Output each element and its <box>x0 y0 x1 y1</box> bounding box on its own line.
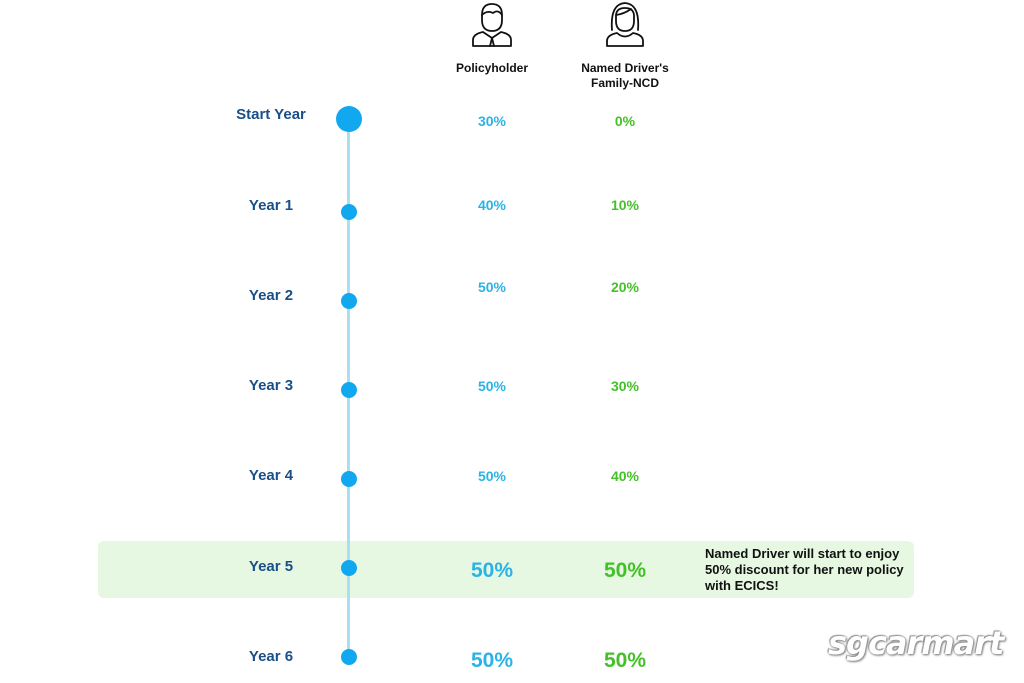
year-label-5: Year 5 <box>248 558 294 575</box>
year-label-3: Year 3 <box>248 377 294 394</box>
year-label-2: Year 2 <box>248 287 294 304</box>
named-driver-value-3: 30% <box>610 378 640 394</box>
named-driver-label: Named Driver's Family-NCD <box>581 61 669 90</box>
policyholder-value-3: 50% <box>477 378 507 394</box>
named-driver-value-2: 20% <box>610 279 640 295</box>
named-driver-value-start: 0% <box>614 113 636 129</box>
timeline-dot-3 <box>341 382 357 398</box>
named-driver-value-4: 40% <box>610 468 640 484</box>
policyholder-label: Policyholder <box>455 61 529 75</box>
year-5-highlight <box>98 541 914 598</box>
policyholder-value-1: 40% <box>477 197 507 213</box>
timeline-dot-1 <box>341 204 357 220</box>
year-label-start: Start Year <box>236 106 306 123</box>
policyholder-value-6: 50% <box>470 649 514 672</box>
timeline-dot-6 <box>341 649 357 665</box>
timeline-dot-5 <box>341 560 357 576</box>
year-label-4: Year 4 <box>248 467 294 484</box>
year-label-6: Year 6 <box>248 648 294 665</box>
policyholder-value-4: 50% <box>477 468 507 484</box>
named-driver-value-5: 50% <box>603 559 647 582</box>
sgcarmart-watermark: sgcarmart <box>828 624 1004 662</box>
policyholder-header: Policyholder <box>442 0 542 76</box>
man-avatar-icon <box>472 3 512 47</box>
named-driver-header: Named Driver's Family-NCD <box>570 0 680 91</box>
timeline-dot-start <box>336 106 362 132</box>
named-driver-value-6: 50% <box>603 649 647 672</box>
timeline-dot-2 <box>341 293 357 309</box>
year-label-1: Year 1 <box>248 197 294 214</box>
woman-avatar-icon <box>606 2 644 47</box>
policyholder-value-start: 30% <box>477 113 507 129</box>
policyholder-value-2: 50% <box>477 279 507 295</box>
timeline-dot-4 <box>341 471 357 487</box>
policyholder-value-5: 50% <box>470 559 514 582</box>
highlight-note: Named Driver will start to enjoy 50% dis… <box>705 546 904 593</box>
named-driver-value-1: 10% <box>610 197 640 213</box>
